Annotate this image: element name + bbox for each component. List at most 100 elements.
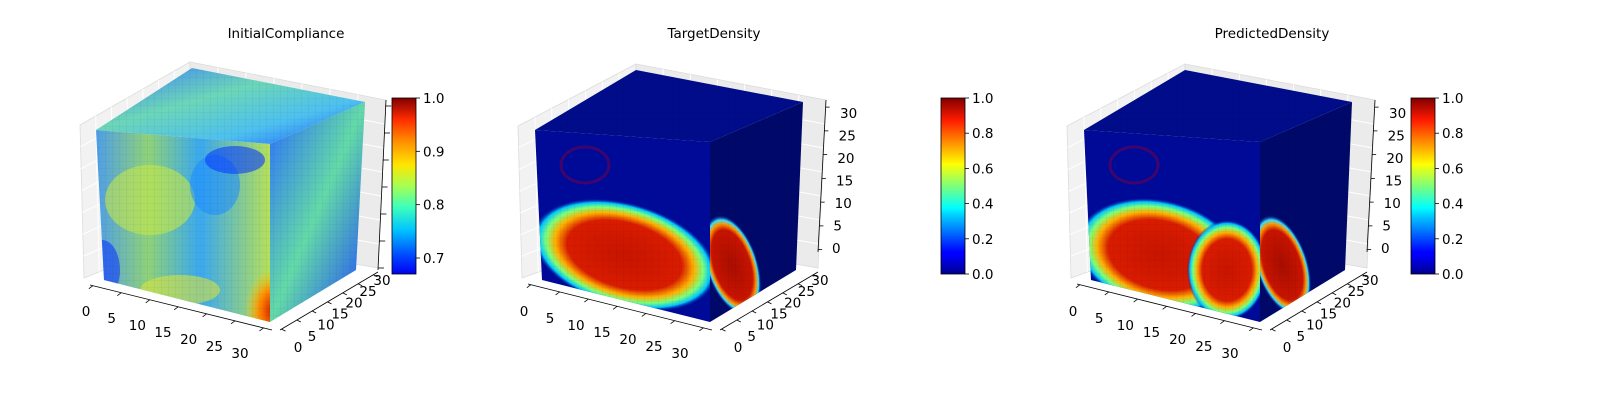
y-tick (1316, 301, 1322, 305)
y-tick-label: 10 (317, 318, 334, 334)
x-tick (526, 284, 532, 289)
y-tick-label: 20 (1334, 295, 1351, 311)
y-tick (1286, 319, 1291, 323)
colorbar-tick-label: 0.6 (1442, 161, 1463, 177)
y-tick (342, 292, 347, 296)
z-tick-label: 30 (840, 106, 857, 122)
y-tick-label: 25 (1348, 284, 1365, 300)
x-tick (117, 292, 122, 297)
x-tick-label: 15 (1143, 325, 1160, 341)
y-tick-label: 25 (798, 284, 815, 300)
voxel-grid-front (535, 130, 710, 322)
z-tick-label: 25 (839, 129, 856, 145)
colorbar-tick-label: 1.0 (972, 91, 993, 107)
z-tick-label: 20 (1386, 151, 1403, 167)
y-tick-label: 5 (747, 329, 756, 345)
x-tick-label: 10 (1117, 318, 1134, 334)
z-tick-label: 10 (1384, 196, 1401, 212)
y-tick (1362, 274, 1367, 278)
colorbar-tick-label: 1.0 (423, 91, 444, 107)
y-tick (281, 328, 286, 332)
y-tick (1301, 310, 1307, 314)
x-tick-label: 5 (1095, 311, 1104, 327)
x-tick (1220, 320, 1225, 324)
y-tick-label: 0 (734, 340, 743, 356)
y-tick (1347, 283, 1352, 287)
pane-gridline (534, 117, 539, 273)
z-tick-label: 10 (835, 196, 852, 212)
y-tick-label: 20 (784, 295, 801, 311)
y-tick (373, 274, 378, 278)
x-tick-label: 30 (1221, 346, 1238, 362)
y-tick (813, 274, 818, 278)
x-tick-label: 30 (671, 346, 688, 362)
x-tick-label: 15 (154, 325, 171, 341)
colorbar-tick-label: 0.2 (972, 232, 993, 248)
colorbar-tick-label: 0.4 (972, 197, 993, 213)
x-tick-label: 20 (180, 332, 197, 348)
z-tick-label: 0 (1381, 241, 1390, 257)
x-tick (584, 298, 589, 303)
panel-title: InitialCompliance (228, 26, 345, 42)
voxel-grid-side (270, 102, 365, 322)
x-tick-label: 25 (645, 339, 662, 355)
x-tick-label: 10 (129, 318, 146, 334)
y-tick (797, 283, 803, 287)
x-tick (145, 299, 150, 304)
colorbar (1410, 97, 1436, 275)
x-tick (1191, 313, 1196, 317)
x-tick (202, 313, 207, 318)
x-axis-line (1076, 283, 1263, 331)
y-tick-label: 15 (1320, 307, 1337, 323)
voxel-grid-side (1260, 102, 1352, 322)
z-tick-label: 15 (836, 174, 853, 190)
y-tick-label: 15 (331, 307, 348, 323)
voxel-grid-front (1084, 130, 1260, 322)
x-axis-line (89, 284, 273, 331)
x-tick (699, 327, 704, 332)
y-tick (311, 310, 317, 314)
x-tick (555, 291, 560, 296)
y-axis-line (719, 271, 819, 331)
x-tick (1104, 291, 1110, 296)
y-tick (782, 292, 787, 296)
y-tick-label: 15 (770, 307, 787, 323)
colorbar-tick-label: 0.7 (423, 251, 444, 267)
x-tick-label: 30 (231, 346, 248, 362)
x-tick (230, 320, 236, 325)
z-tick-label: 5 (833, 219, 842, 235)
x-tick (1133, 298, 1138, 303)
x-axis-line (527, 283, 713, 331)
z-axis-line (817, 99, 827, 253)
y-tick (721, 328, 726, 332)
y-tick (767, 301, 772, 305)
y-axis-line (1269, 271, 1368, 331)
panel-title: PredictedDensity (1215, 26, 1330, 42)
x-tick-label: 0 (520, 304, 529, 320)
z-tick-label: 20 (837, 151, 854, 167)
y-tick-label: 0 (1283, 340, 1292, 356)
y-tick-label: 25 (359, 284, 376, 300)
z-tick-label: 30 (1389, 106, 1406, 122)
x-tick (173, 306, 179, 311)
x-tick-label: 25 (1195, 339, 1212, 355)
y-tick-label: 5 (308, 329, 317, 345)
pane-gridline (95, 115, 100, 272)
x-tick-label: 20 (619, 332, 636, 348)
y-tick-label: 30 (811, 273, 828, 289)
y-tick-label: 10 (757, 318, 774, 334)
x-tick-label: 0 (82, 304, 91, 320)
x-tick-label: 0 (1069, 304, 1078, 320)
colorbar (940, 97, 966, 275)
x-tick (88, 285, 94, 290)
colorbar-tick-label: 0.9 (423, 144, 444, 160)
y-tick (296, 319, 302, 323)
colorbar-tick-label: 0.0 (972, 267, 993, 283)
y-tick-label: 5 (1297, 329, 1306, 345)
y-tick-label: 10 (1306, 318, 1323, 334)
